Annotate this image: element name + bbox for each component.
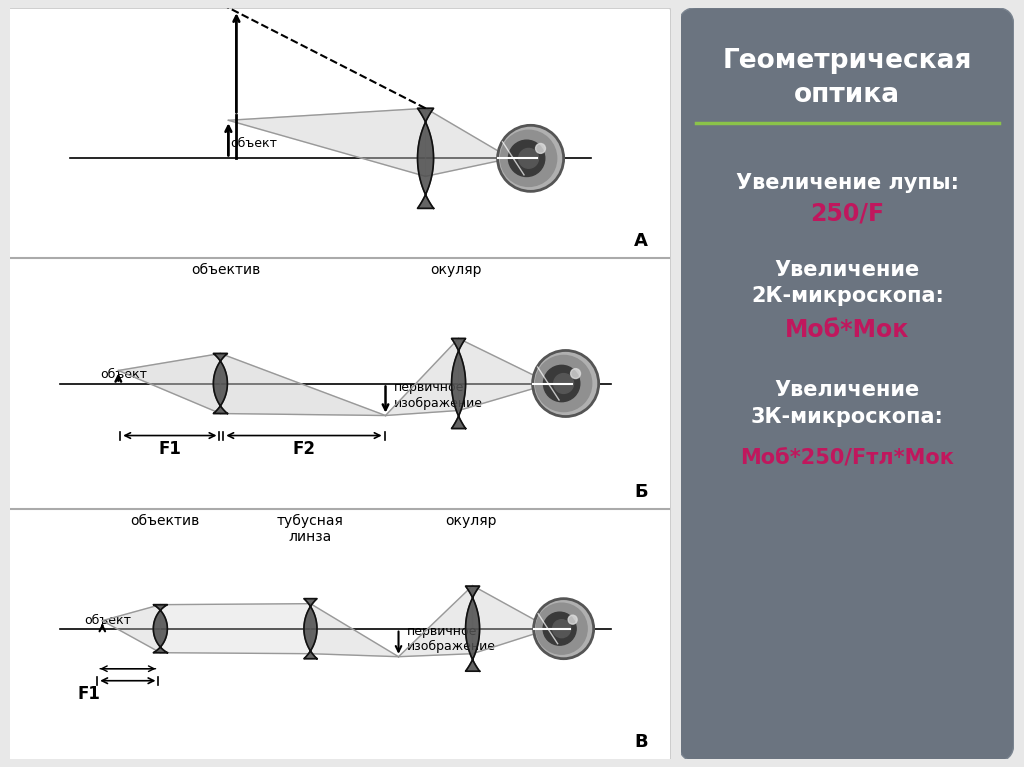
Text: Увеличение лупы:: Увеличение лупы: <box>736 173 958 193</box>
Polygon shape <box>102 604 161 653</box>
Circle shape <box>536 355 592 412</box>
Polygon shape <box>119 354 220 413</box>
Polygon shape <box>213 354 227 413</box>
Circle shape <box>543 612 577 645</box>
Text: Моб*250/Fтл*Мок: Моб*250/Fтл*Мок <box>740 449 954 469</box>
Text: F1: F1 <box>78 685 100 703</box>
Text: F2: F2 <box>293 439 315 458</box>
Text: объект: объект <box>100 368 147 381</box>
Polygon shape <box>459 338 551 410</box>
Circle shape <box>570 369 581 379</box>
Polygon shape <box>161 604 310 653</box>
Circle shape <box>568 615 578 624</box>
Text: окуляр: окуляр <box>444 514 497 528</box>
Text: Б: Б <box>634 482 647 501</box>
FancyBboxPatch shape <box>679 8 1014 762</box>
Text: объект: объект <box>230 137 278 150</box>
Text: F1: F1 <box>159 439 181 458</box>
Polygon shape <box>154 604 167 653</box>
Text: Увеличение
2К-микроскопа:: Увеличение 2К-микроскопа: <box>751 260 944 307</box>
Circle shape <box>532 351 599 416</box>
Polygon shape <box>310 604 398 657</box>
Polygon shape <box>228 108 426 176</box>
Circle shape <box>509 140 545 176</box>
FancyBboxPatch shape <box>8 8 671 761</box>
Polygon shape <box>418 108 433 209</box>
Polygon shape <box>385 338 459 416</box>
Polygon shape <box>466 586 479 671</box>
Circle shape <box>501 130 557 186</box>
Text: объектив: объектив <box>131 514 200 528</box>
Text: первичное
изображение: первичное изображение <box>407 624 496 653</box>
Polygon shape <box>398 586 472 657</box>
Text: первичное
изображение: первичное изображение <box>393 381 482 410</box>
Polygon shape <box>304 599 317 659</box>
Circle shape <box>544 365 580 402</box>
Text: Моб*Мок: Моб*Мок <box>785 318 909 342</box>
Text: Увеличение
3К-микроскопа:: Увеличение 3К-микроскопа: <box>751 380 944 426</box>
Circle shape <box>537 603 587 654</box>
Circle shape <box>498 125 563 191</box>
Text: объект: объект <box>84 614 131 627</box>
Text: окуляр: окуляр <box>430 263 481 278</box>
Circle shape <box>536 143 546 153</box>
Text: тубусная
линза: тубусная линза <box>278 514 344 544</box>
Circle shape <box>553 620 570 637</box>
Polygon shape <box>452 338 466 429</box>
Text: объектив: объектив <box>190 263 260 278</box>
Polygon shape <box>220 354 385 416</box>
Polygon shape <box>472 586 551 653</box>
Circle shape <box>554 374 573 393</box>
Polygon shape <box>426 108 511 176</box>
Text: Геометрическая
оптика: Геометрическая оптика <box>723 48 972 108</box>
Text: В: В <box>634 732 647 751</box>
Circle shape <box>534 599 594 659</box>
Text: 250/F: 250/F <box>810 201 885 225</box>
Text: А: А <box>634 232 647 250</box>
Circle shape <box>519 149 539 168</box>
